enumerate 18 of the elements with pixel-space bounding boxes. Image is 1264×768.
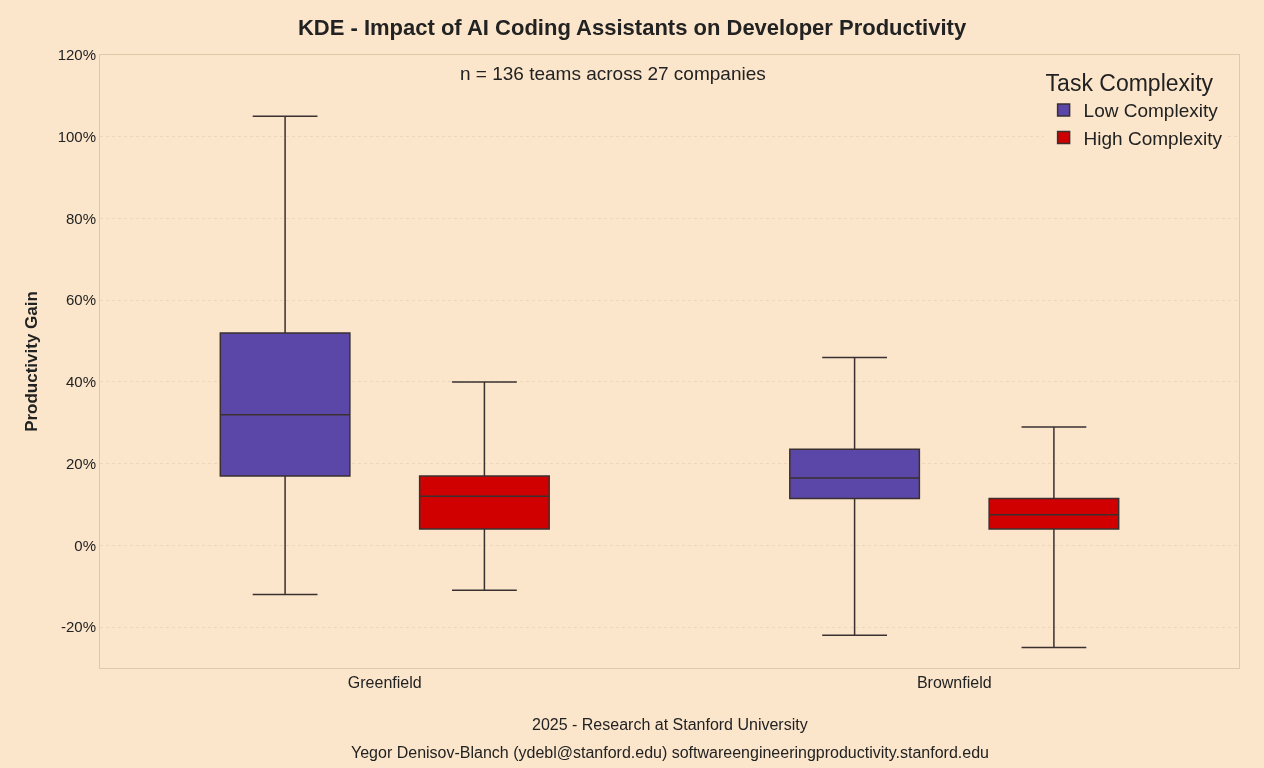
text: 2025 - Research at Stanford University bbox=[532, 716, 808, 733]
y-tick-label: 20% bbox=[65, 454, 96, 472]
y-tick-label: 60% bbox=[65, 291, 96, 309]
y-axis-title: Productivity Gain bbox=[22, 291, 42, 432]
chart-subtitle: n = 136 teams across 27 companies bbox=[460, 63, 766, 84]
legend-label: High Complexity bbox=[1083, 127, 1223, 149]
y-tick-label: 120% bbox=[57, 46, 96, 64]
y-tick-label: 80% bbox=[65, 209, 96, 227]
y-tick-label: 100% bbox=[57, 127, 96, 145]
y-tick-label: 40% bbox=[65, 373, 96, 391]
chart-title: KDE - Impact of AI Coding Assistants on Developer Productivity bbox=[297, 14, 967, 40]
legend-title: Task Complexity bbox=[1045, 70, 1214, 97]
y-tick-label: -20% bbox=[60, 618, 96, 636]
x-tick-label: Greenfield bbox=[347, 674, 422, 692]
legend-label: Low Complexity bbox=[1083, 100, 1219, 122]
y-tick-label: 0% bbox=[74, 536, 96, 554]
x-tick-label: Brownfield bbox=[916, 674, 992, 692]
text: Yegor Denisov-Blanch (ydebl@stanford.edu) softwareengineeringproductivity.stanford.edu bbox=[351, 744, 989, 761]
